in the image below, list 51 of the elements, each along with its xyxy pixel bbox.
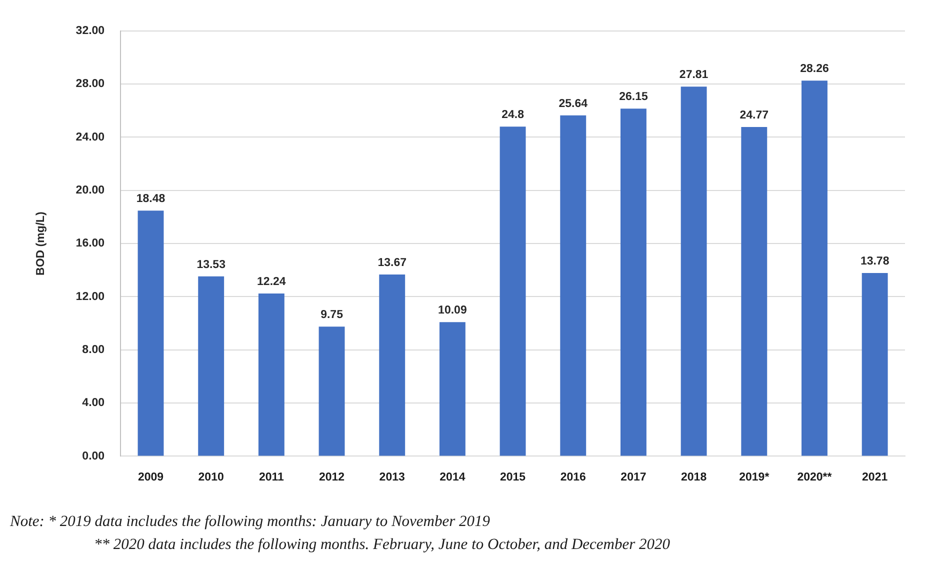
y-axis-title: BOD (mg/L) <box>35 211 48 276</box>
text: Note: * 2019 data includes the following months: January to November 2019 <box>9 512 492 532</box>
x-tick-label: 2017 <box>620 471 646 484</box>
x-tick-label: 2020** <box>797 471 832 484</box>
x-tick-label: 2015 <box>500 471 526 484</box>
data-label: 13.53 <box>196 258 226 271</box>
bar <box>318 326 345 456</box>
y-tick-label: 20.00 <box>76 184 105 197</box>
y-tick-label: 4.00 <box>82 397 105 410</box>
bar <box>500 126 526 456</box>
y-tick-label: 24.00 <box>76 131 105 144</box>
x-tick-label: 2012 <box>318 471 345 484</box>
x-tick-label: 2010 <box>198 471 224 484</box>
x-tick-label: 2009 <box>138 471 164 484</box>
data-label: 10.09 <box>438 304 467 317</box>
bar <box>560 115 586 456</box>
x-tick-label: 2011 <box>258 471 285 484</box>
y-tick-label: 8.00 <box>82 344 105 356</box>
x-tick-label: 2021 <box>862 471 888 484</box>
bar <box>620 108 646 456</box>
x-tick-label: 2018 <box>681 471 708 484</box>
bar <box>741 126 768 456</box>
text: ** 2020 data includes the following months. February, June to October, and December 2020 <box>93 535 672 555</box>
data-label: 9.75 <box>320 309 344 322</box>
data-label: 26.15 <box>619 91 648 104</box>
data-label: 24.77 <box>740 109 769 122</box>
x-tick-label: 2019* <box>739 471 770 484</box>
data-label: 13.78 <box>860 255 890 268</box>
bar <box>439 322 466 456</box>
data-label: 25.64 <box>558 98 588 110</box>
data-label: 18.48 <box>136 193 166 206</box>
x-tick-label: 2013 <box>379 471 405 484</box>
data-label: 13.67 <box>378 256 406 269</box>
data-label: 28.26 <box>800 63 829 76</box>
y-tick-label: 28.00 <box>76 78 105 90</box>
bar <box>802 80 828 456</box>
data-label: 12.24 <box>257 276 286 288</box>
bar <box>198 276 224 456</box>
x-tick-label: 2016 <box>560 471 586 484</box>
bar <box>680 86 707 456</box>
data-label: 24.8 <box>502 109 525 122</box>
x-tick-label: 2014 <box>440 471 466 484</box>
y-tick-label: 32.00 <box>76 25 105 38</box>
y-tick-label: 0.00 <box>82 450 105 462</box>
bar <box>258 294 284 456</box>
y-tick-label: 12.00 <box>76 290 105 303</box>
y-tick-label: 16.00 <box>76 238 105 250</box>
bar <box>862 273 888 456</box>
bar <box>379 274 406 456</box>
data-label: 27.81 <box>679 69 709 82</box>
bar <box>138 210 164 456</box>
